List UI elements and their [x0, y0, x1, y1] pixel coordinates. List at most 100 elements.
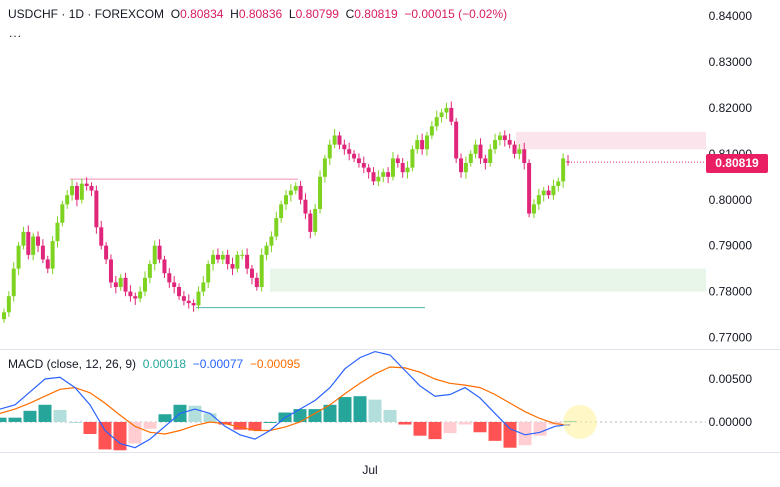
candle-body: [332, 135, 337, 145]
candle-body: [181, 296, 186, 301]
macd-label[interactable]: MACD (close, 12, 26, 9): [8, 357, 137, 371]
candle-body: [201, 282, 206, 292]
macd-hist-bar: [413, 421, 427, 436]
candle-body: [60, 204, 65, 223]
macd-hist-bar: [23, 410, 37, 422]
highlight-marker: [563, 404, 597, 439]
price-axis-tick: 0.79000: [709, 239, 753, 253]
candle-body: [405, 167, 410, 173]
macd-hist-bar: [368, 399, 382, 422]
candle-body: [215, 254, 220, 260]
candle-body: [371, 172, 376, 182]
candle-body: [196, 291, 201, 306]
candle-body: [478, 144, 483, 159]
candle-body: [439, 112, 444, 118]
candle-body: [279, 204, 284, 219]
macd-hist-bar: [398, 421, 412, 425]
macd-hist-bar: [68, 421, 82, 423]
candle-body: [512, 144, 517, 154]
candle-body: [342, 144, 347, 150]
candle-body: [26, 231, 31, 255]
candle-body: [99, 227, 104, 246]
macd-hist-bar: [488, 421, 502, 441]
macd-hist-bar: [458, 421, 472, 425]
macd-hist-bar: [248, 421, 262, 431]
candle-body: [220, 254, 225, 260]
candle-body: [157, 245, 162, 260]
candle-body: [551, 185, 556, 196]
candle-body: [459, 158, 464, 173]
candle-body: [45, 259, 50, 269]
macd-hist-bar: [8, 417, 22, 422]
candle-body: [245, 254, 250, 269]
candle-body: [230, 264, 235, 269]
candle-body: [123, 277, 128, 292]
candle-body: [337, 135, 342, 145]
candle-body: [104, 245, 109, 260]
candle-body: [386, 172, 391, 177]
candle-body: [186, 300, 191, 304]
candle-body: [133, 296, 138, 299]
macd-hist-bar: [353, 396, 367, 422]
candle-body: [303, 199, 308, 214]
supply-zone: [516, 131, 706, 150]
price-axis-tick: 0.82000: [709, 101, 753, 115]
candle-body: [308, 213, 313, 232]
candle-body: [211, 254, 216, 265]
low-value: 0.80799: [295, 7, 339, 21]
candle-body: [502, 135, 507, 141]
candle-body: [113, 282, 118, 288]
candle-body: [65, 195, 70, 205]
candle-body: [138, 291, 143, 299]
price-axis-tick: 0.77000: [709, 331, 753, 345]
macd-hist-bar: [383, 409, 397, 422]
macd-header: MACD (close, 12, 26, 9) 0.00018 −0.00077…: [8, 357, 300, 371]
symbol-name[interactable]: USDCHF: [8, 7, 58, 21]
candle-body: [522, 149, 527, 164]
candle-body: [366, 167, 371, 173]
price-axis-tick: 0.78000: [709, 285, 753, 299]
macd-hist-bar: [338, 397, 352, 422]
open-value: 0.80834: [180, 7, 224, 21]
candle-body: [395, 158, 400, 164]
candle-body: [89, 185, 94, 191]
macd-hist-value: 0.00018: [142, 357, 187, 371]
macd-hist-bar: [323, 404, 337, 422]
candle-body: [298, 185, 303, 200]
interval[interactable]: 1D: [68, 7, 85, 21]
candle-body: [84, 183, 89, 186]
macd-hist-bar: [293, 409, 307, 422]
macd-hist-bar: [443, 421, 457, 434]
candle-body: [167, 273, 172, 283]
candle-body: [454, 121, 459, 159]
candle-body: [143, 277, 147, 292]
candle-body: [497, 135, 502, 141]
candle-body: [429, 126, 434, 136]
candle-body: [517, 149, 522, 154]
candle-body: [16, 245, 21, 269]
current-price-tag: 0.80819: [706, 154, 768, 173]
macd-line: [0, 350, 571, 449]
candle-body: [347, 149, 352, 154]
change-value: −0.00015 (−0.02%): [404, 7, 508, 21]
candle-body: [128, 291, 133, 297]
exchange: FOREXCOM: [94, 7, 165, 21]
symbol-header: USDCHF · 1D · FOREXCOM O0.80834 H0.80836…: [8, 7, 508, 21]
candle-body: [254, 277, 259, 288]
candle-body: [177, 287, 182, 297]
candle-body: [376, 176, 381, 182]
candle-body: [152, 245, 157, 265]
candle-body: [274, 218, 279, 237]
candle-body: [425, 135, 429, 150]
candle-body: [206, 264, 211, 283]
candle-body: [50, 241, 55, 269]
close-value: 0.80819: [354, 7, 398, 21]
macd-hist-bar: [188, 405, 202, 422]
macd-hist-bar: [308, 409, 322, 422]
candle-body: [147, 264, 152, 278]
candle-body: [162, 259, 167, 274]
candle-body: [561, 158, 566, 182]
candle-body: [415, 140, 420, 150]
more-options-icon[interactable]: ...: [9, 26, 23, 40]
